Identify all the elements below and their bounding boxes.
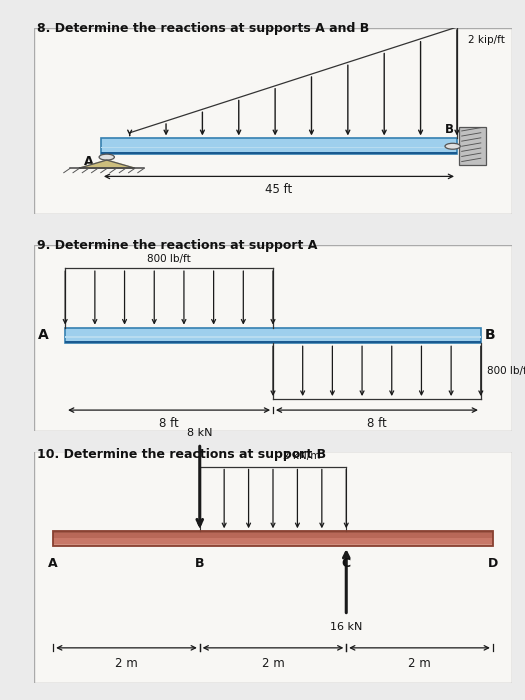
Text: 8 ft: 8 ft — [367, 417, 387, 430]
Text: 10. Determine the reactions at support B: 10. Determine the reactions at support B — [37, 448, 326, 461]
Text: 800 lb/ft: 800 lb/ft — [147, 253, 191, 263]
Text: 45 ft: 45 ft — [265, 183, 292, 197]
Text: C: C — [342, 556, 351, 570]
Bar — [53, 533, 493, 538]
Text: 2 kN/m: 2 kN/m — [283, 451, 320, 461]
Text: 9. Determine the reactions at support A: 9. Determine the reactions at support A — [37, 239, 317, 253]
Bar — [53, 531, 493, 533]
Text: 16 kN: 16 kN — [330, 622, 362, 632]
Text: B: B — [195, 556, 205, 570]
Text: 2 m: 2 m — [115, 657, 138, 670]
Bar — [65, 328, 481, 343]
Text: A: A — [84, 155, 94, 168]
Bar — [53, 544, 493, 546]
Bar — [101, 147, 457, 148]
Text: D: D — [488, 556, 498, 570]
Bar — [53, 538, 493, 544]
Circle shape — [445, 144, 460, 149]
Text: 2 m: 2 m — [408, 657, 431, 670]
Text: 8 ft: 8 ft — [159, 417, 179, 430]
Bar — [65, 337, 481, 338]
Polygon shape — [79, 160, 134, 168]
Bar — [65, 342, 481, 343]
Bar — [101, 153, 457, 154]
Text: 800 lb/ft: 800 lb/ft — [487, 366, 525, 376]
Text: 2 m: 2 m — [261, 657, 285, 670]
Text: A: A — [38, 328, 48, 342]
Text: B: B — [445, 123, 454, 136]
Text: 8 kN: 8 kN — [187, 428, 213, 438]
Text: A: A — [48, 556, 58, 570]
Bar — [101, 139, 457, 154]
Circle shape — [99, 154, 114, 160]
Bar — [53, 531, 493, 546]
Text: 8. Determine the reactions at supports A and B: 8. Determine the reactions at supports A… — [37, 22, 369, 36]
Text: B: B — [485, 328, 495, 342]
Text: 2 kip/ft: 2 kip/ft — [468, 36, 505, 46]
Bar — [459, 127, 486, 165]
